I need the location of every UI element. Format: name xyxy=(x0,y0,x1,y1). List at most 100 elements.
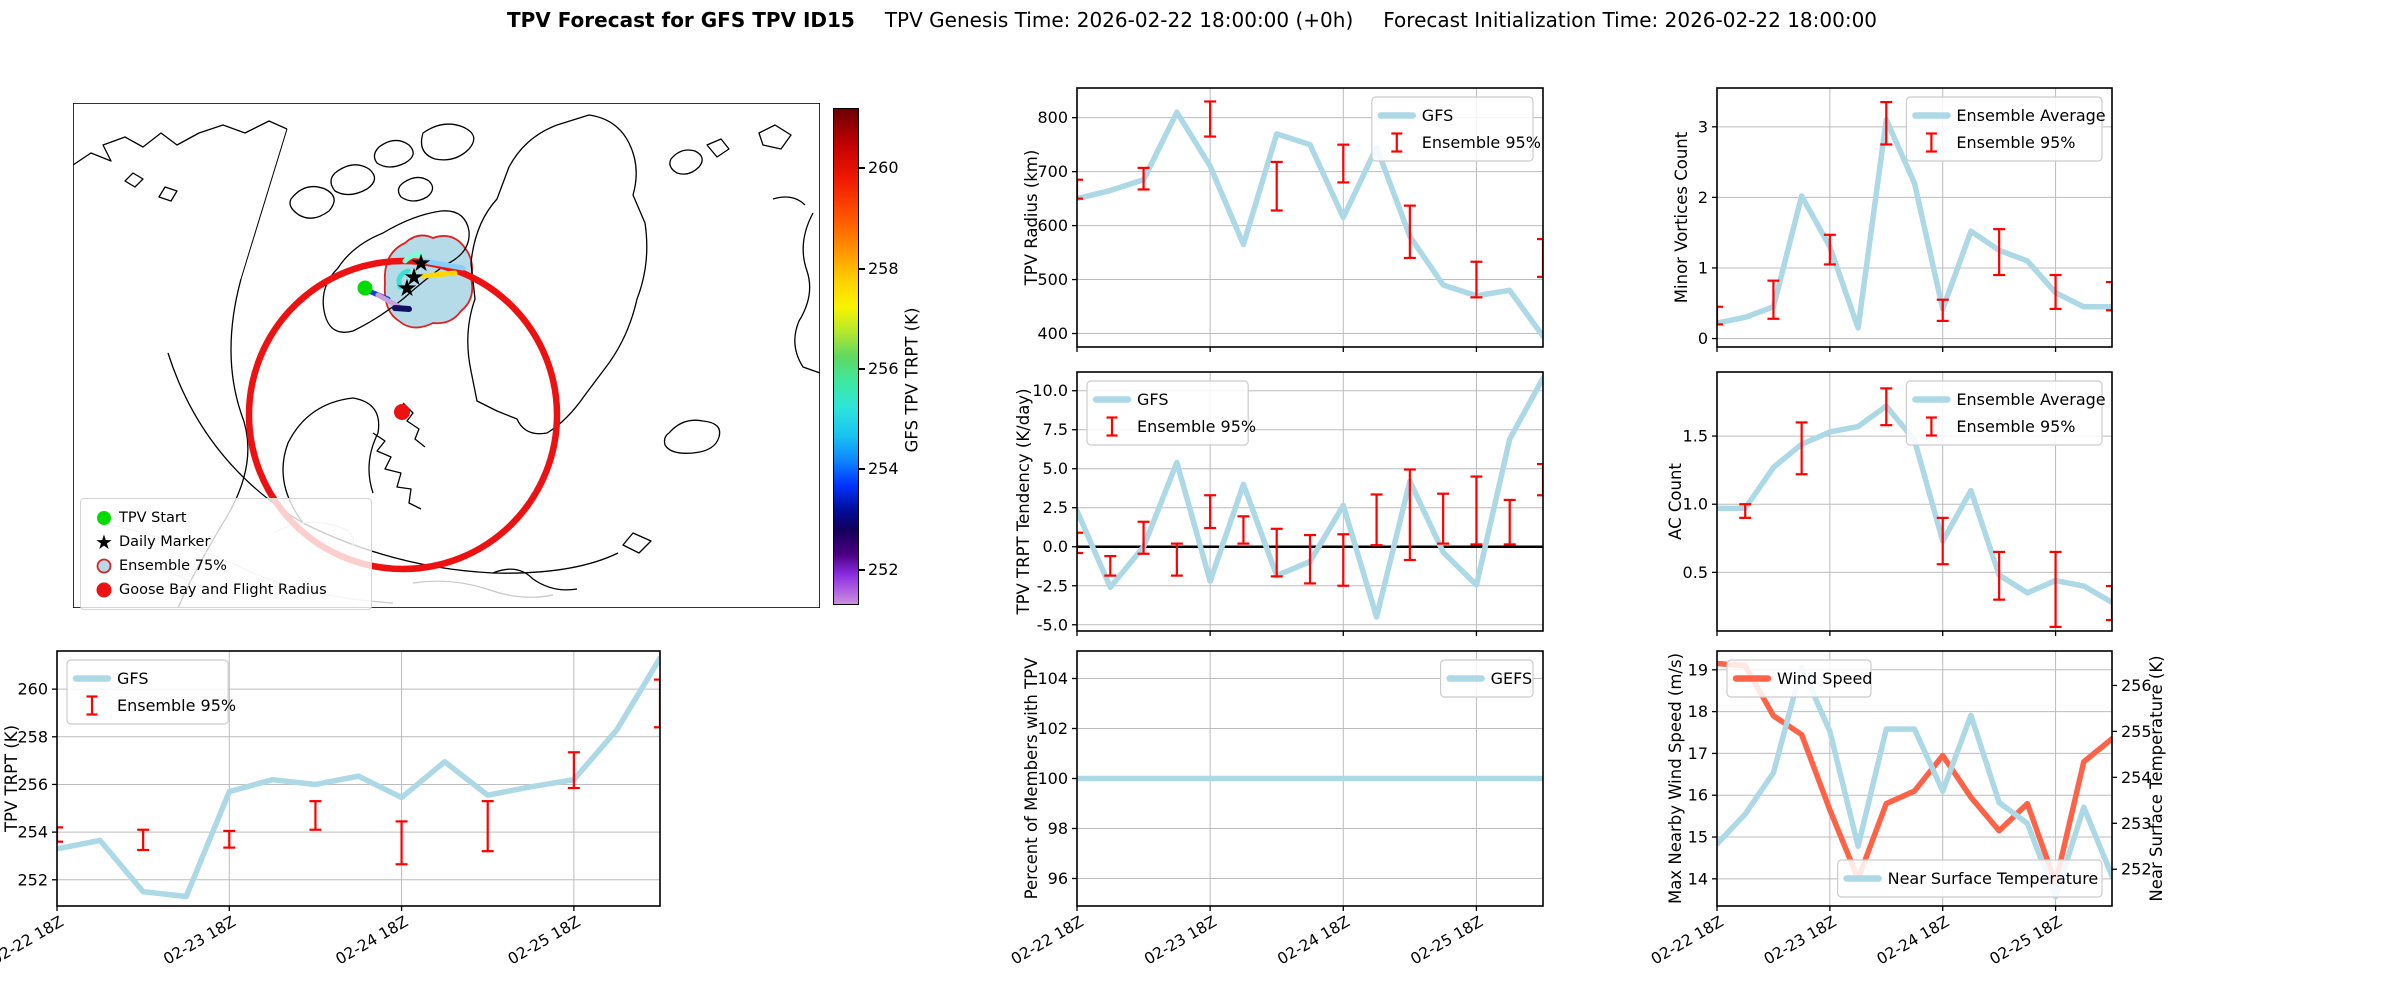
svg-text:3: 3 xyxy=(1698,117,1708,136)
goose-bay-dot-icon xyxy=(89,579,119,601)
svg-text:02-24 18Z: 02-24 18Z xyxy=(1874,913,1953,969)
svg-text:GFS: GFS xyxy=(117,669,148,688)
svg-text:02-22 18Z: 02-22 18Z xyxy=(1008,913,1087,969)
map-legend-label: Ensemble 75% xyxy=(119,558,227,574)
trpt-tendency-error-bars xyxy=(1077,462,1543,587)
ac-count-ytick-labels: 0.5 1.0 1.5 xyxy=(1683,427,1708,582)
tpv-radius-legend: GFS Ensemble 95% xyxy=(1371,96,1541,162)
tpv-trpt-ytick-labels: 252 254 256 258 260 xyxy=(17,680,48,890)
svg-text:102: 102 xyxy=(1037,719,1068,738)
trpt-tendency-ticks xyxy=(1072,390,1478,636)
svg-text:700: 700 xyxy=(1037,162,1068,181)
daily-markers: ★ ★ ★ xyxy=(396,249,432,302)
svg-text:1.5: 1.5 xyxy=(1683,427,1708,446)
svg-text:400: 400 xyxy=(1037,324,1068,343)
svg-text:0: 0 xyxy=(1698,329,1708,348)
svg-text:0.0: 0.0 xyxy=(1043,537,1068,556)
title-main: TPV Forecast for GFS TPV ID15 xyxy=(506,8,855,32)
chart-ac-count: 0.5 1.0 1.5 AC Count Ensemble Average Ensembl… xyxy=(1666,371,2113,636)
svg-text:7.5: 7.5 xyxy=(1043,420,1068,439)
svg-text:98: 98 xyxy=(1048,819,1068,838)
tpv-start-dot-icon xyxy=(89,507,119,529)
wind-temp-ytick-labels: 14 15 16 17 18 19 252 253 254 255 256 xyxy=(1688,660,2152,888)
svg-text:254: 254 xyxy=(17,823,48,842)
tpv-radius-line-gfs xyxy=(1077,109,1543,339)
svg-text:GFS: GFS xyxy=(1422,106,1453,125)
ac-count-ylabel: AC Count xyxy=(1666,463,1685,540)
map-legend-item: Ensemble 75% xyxy=(89,554,361,578)
colorbar xyxy=(833,108,859,605)
svg-text:256: 256 xyxy=(2121,676,2152,695)
tpv-radius-plot: 400 500 600 700 800 TPV Radius (km) GFS Ensembl… xyxy=(1022,87,1544,352)
minor-vortices-plot: 0 1 2 3 Minor Vortices Count Ensemble Average… xyxy=(1672,87,2113,352)
tpv-trpt-plot: 252 254 256 258 260 02-22 18Z 02-23 18Z 02-24 1… xyxy=(0,650,661,968)
map-legend-label: Daily Marker xyxy=(119,534,211,550)
svg-text:2: 2 xyxy=(1698,188,1708,207)
colorbar-tick xyxy=(859,568,865,571)
chart-tpv-radius: 400 500 600 700 800 TPV Radius (km) GFS Ensembl… xyxy=(1022,87,1544,352)
map-legend-label: TPV Start xyxy=(119,510,187,526)
wind-temp-ylabel: Max Nearby Wind Speed (m/s) xyxy=(1666,653,1685,904)
wind-temp-ticks xyxy=(1712,669,2117,911)
svg-text:5.0: 5.0 xyxy=(1043,459,1068,478)
map-legend-label: Goose Bay and Flight Radius xyxy=(119,582,327,598)
svg-text:1: 1 xyxy=(1698,258,1708,277)
minor-vortices-legend: Ensemble Average Ensemble 95% xyxy=(1905,96,2106,162)
minor-vortices-border xyxy=(1716,87,2113,348)
svg-text:02-24 18Z: 02-24 18Z xyxy=(333,913,412,969)
chart-percent-members: 96 98 100 102 104 02-22 18Z 02-23 18Z 02-24 18Z… xyxy=(1008,650,1544,968)
svg-text:0.5: 0.5 xyxy=(1683,563,1708,582)
ac-count-border xyxy=(1716,371,2113,632)
svg-text:Ensemble Average: Ensemble Average xyxy=(1956,106,2105,125)
svg-text:02-23 18Z: 02-23 18Z xyxy=(1141,913,1220,969)
svg-text:16: 16 xyxy=(1688,786,1708,805)
wind-temp-legend: Near Surface Temperature xyxy=(1836,859,2103,898)
chart-trpt-tendency: -5.0 -2.5 0.0 2.5 5.0 7.5 10.0 TPV TRPT Tendenc… xyxy=(1014,371,1544,636)
svg-text:Ensemble 95%: Ensemble 95% xyxy=(1956,133,2075,152)
svg-text:252: 252 xyxy=(2121,860,2152,879)
svg-text:-5.0: -5.0 xyxy=(1037,615,1068,634)
colorbar-label: GFS TPV TRPT (K) xyxy=(902,307,922,453)
colorbar-tick xyxy=(859,368,865,371)
svg-text:96: 96 xyxy=(1048,869,1068,888)
percent-members-legend: GEFS xyxy=(1440,659,1534,698)
svg-text:02-23 18Z: 02-23 18Z xyxy=(1761,913,1840,969)
minor-vortices-series xyxy=(1717,101,2112,331)
svg-text:256: 256 xyxy=(17,775,48,794)
map-legend-item: Goose Bay and Flight Radius xyxy=(89,578,361,602)
wind-temp-legend: Wind Speed xyxy=(1726,659,1872,698)
svg-text:Near Surface Temperature: Near Surface Temperature xyxy=(1888,869,2099,888)
trpt-tendency-series xyxy=(1077,375,1543,620)
wind-temp-ylabel-right: Near Surface Temperature (K) xyxy=(2147,655,2166,901)
daily-marker-star-icon: ★ xyxy=(89,531,119,553)
percent-members-ytick-labels: 96 98 100 102 104 xyxy=(1037,669,1068,888)
ac-count-plot: 0.51.01.5AC Count Ensemble AverageEnsembl… xyxy=(1666,371,2113,636)
svg-text:★: ★ xyxy=(396,274,418,302)
svg-text:02-25 18Z: 02-25 18Z xyxy=(1407,913,1486,969)
svg-text:254: 254 xyxy=(2121,768,2152,787)
ac-count-legend: Ensemble Average Ensemble 95% xyxy=(1905,380,2106,446)
svg-text:Wind Speed: Wind Speed xyxy=(1777,669,1872,688)
wind-temp-xtick-labels: 02-22 18Z 02-23 18Z 02-24 18Z 02-25 18Z xyxy=(1648,913,2065,969)
title-genesis-time: TPV Genesis Time: 2026-02-22 18:00:00 (+… xyxy=(884,8,1354,32)
tpv-trpt-legend: GFS Ensemble 95% xyxy=(66,659,236,725)
tpv-trpt-border xyxy=(56,650,661,907)
map-legend-item: TPV Start xyxy=(89,506,361,530)
svg-text:Ensemble 95%: Ensemble 95% xyxy=(1422,133,1541,152)
tpv-start-marker xyxy=(357,280,373,296)
minor-vortices-ylabel: Minor Vortices Count xyxy=(1672,131,1691,303)
svg-text:Ensemble 95%: Ensemble 95% xyxy=(117,696,236,715)
svg-text:GFS: GFS xyxy=(1137,390,1168,409)
percent-members-plot: 96 98 100 102 104 02-22 18Z 02-23 18Z 02-24 18Z… xyxy=(1008,650,1544,968)
svg-text:02-22 18Z: 02-22 18Z xyxy=(1648,913,1727,969)
wind-temp-line-wind-speed xyxy=(1717,660,2112,886)
svg-text:02-24 18Z: 02-24 18Z xyxy=(1274,913,1353,969)
trpt-tendency-border xyxy=(1076,371,1544,632)
trpt-tendency-legend: GFS Ensemble 95% xyxy=(1086,380,1256,446)
svg-text:253: 253 xyxy=(2121,814,2152,833)
svg-text:02-25 18Z: 02-25 18Z xyxy=(505,913,584,969)
trpt-tendency-ylabel: TPV TRPT Tendency (K/day) xyxy=(1014,388,1033,615)
tpv-radius-border xyxy=(1076,87,1544,348)
tpv-trpt-ylabel: TPV TRPT (K) xyxy=(2,725,21,833)
